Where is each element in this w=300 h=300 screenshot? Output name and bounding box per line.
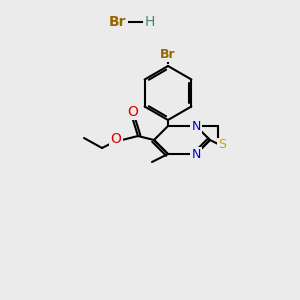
Text: N: N: [191, 119, 201, 133]
Text: Br: Br: [109, 15, 127, 29]
Text: Br: Br: [160, 47, 176, 61]
Text: H: H: [145, 15, 155, 29]
Text: S: S: [218, 139, 226, 152]
Text: N: N: [191, 148, 201, 160]
Text: O: O: [111, 132, 122, 146]
Text: O: O: [128, 105, 138, 119]
